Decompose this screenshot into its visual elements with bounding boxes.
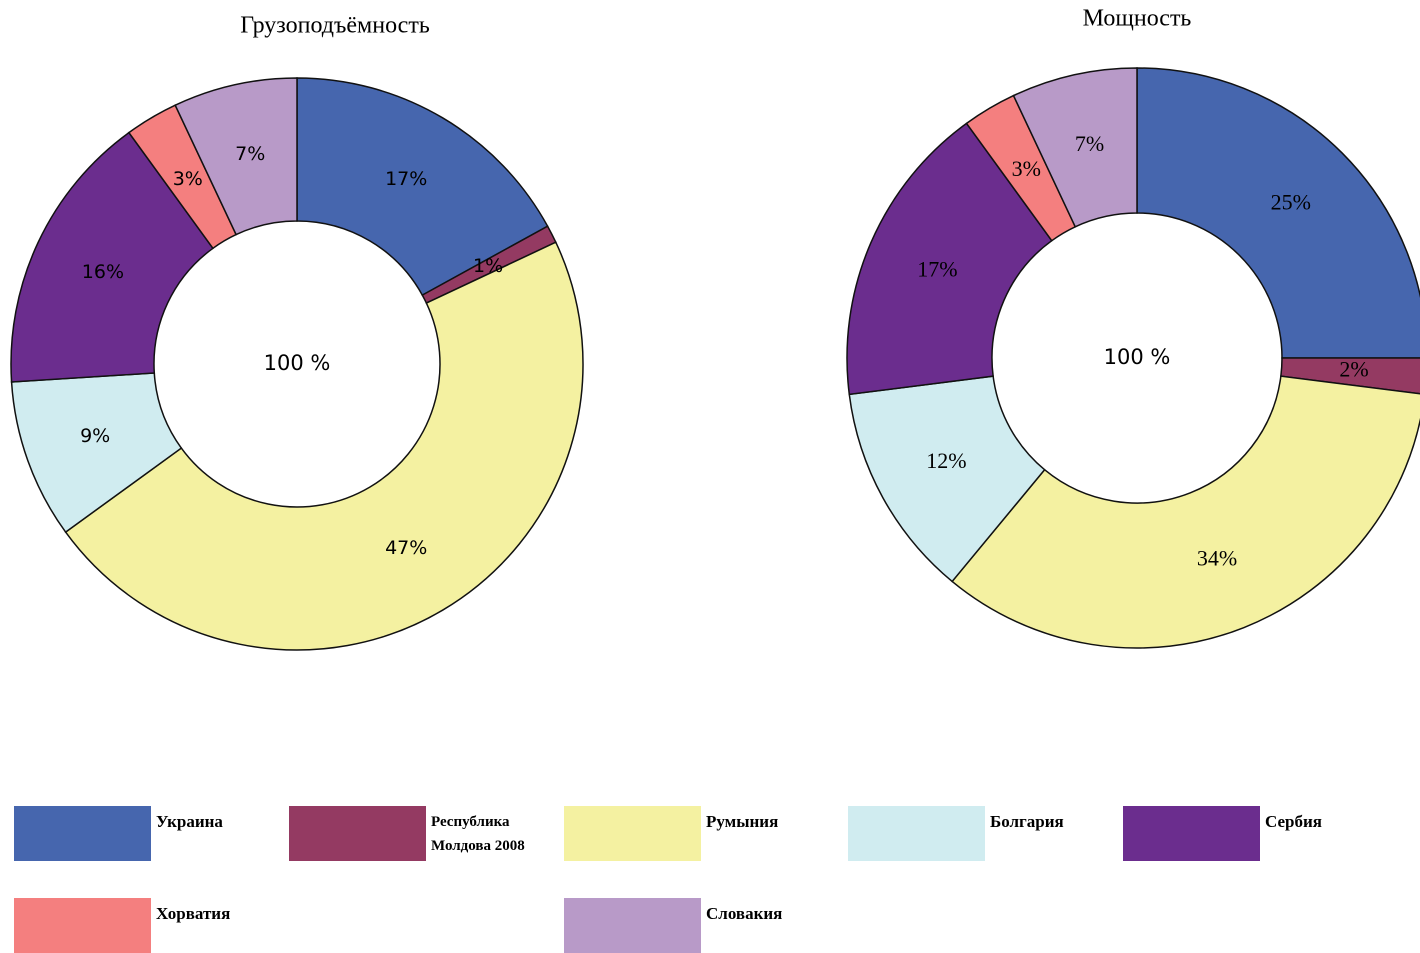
legend-swatch [14, 806, 151, 861]
data-label: 7% [235, 143, 265, 165]
legend-label: Республика Молдова 2008 [431, 814, 525, 854]
legend-label: Болгария [990, 812, 1064, 831]
data-label: 25% [1271, 189, 1311, 214]
legend-label: Румыния [706, 812, 779, 831]
data-label: 16% [82, 261, 124, 283]
data-label: 12% [926, 448, 966, 473]
donut-segment [846, 122, 1053, 396]
data-label: 2% [1339, 357, 1368, 382]
data-label: 1% [473, 255, 503, 277]
donut-segment [848, 375, 1046, 583]
data-label: 17% [917, 257, 957, 282]
legend-swatch [564, 806, 701, 861]
data-label: 3% [173, 168, 203, 190]
data-label: 9% [80, 425, 110, 447]
legend-label: Сербия [1265, 812, 1322, 831]
donut-segment [64, 241, 584, 651]
data-label: 7% [1075, 131, 1104, 156]
chart-title: Мощность [1083, 6, 1192, 32]
chart-title: Грузоподъёмность [240, 13, 430, 39]
donut-segment [951, 375, 1420, 649]
center-label: 100 % [264, 351, 331, 375]
legend-label: Хорватия [156, 904, 231, 923]
data-label: 17% [385, 168, 427, 190]
legend-swatch [14, 898, 151, 953]
donut-segment [10, 131, 214, 383]
data-label: 3% [1012, 156, 1041, 181]
data-label: 34% [1197, 545, 1237, 570]
donut-segment [296, 77, 549, 297]
legend-swatch [1123, 806, 1260, 861]
legend-swatch [564, 898, 701, 953]
legend-swatch [848, 806, 985, 861]
center-label: 100 % [1104, 345, 1171, 369]
donut-segment [1136, 67, 1420, 359]
legend-label: Словакия [706, 904, 783, 923]
donut-segment [174, 77, 298, 236]
donut-segment [1012, 67, 1138, 228]
legend-swatch [289, 806, 426, 861]
data-label: 47% [385, 537, 427, 559]
legend-label: Украина [156, 812, 223, 831]
